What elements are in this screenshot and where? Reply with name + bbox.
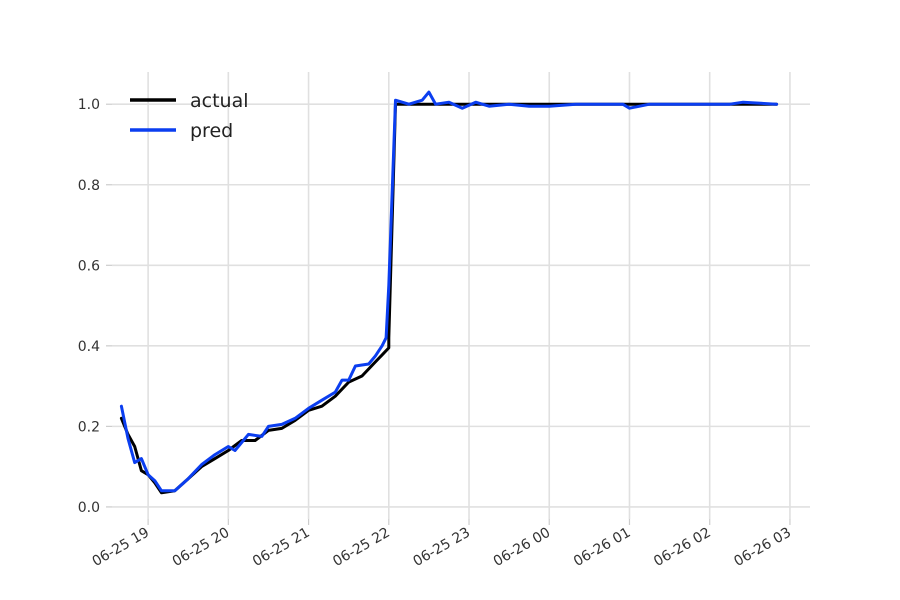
y-tick-label: 0.0 xyxy=(78,500,100,516)
legend: actual pred xyxy=(130,90,249,142)
y-tick-label: 0.2 xyxy=(78,419,100,435)
x-tick-label: 06-26 03 xyxy=(731,525,794,570)
x-tick-label: 06-25 22 xyxy=(330,525,393,570)
y-tick-label: 0.4 xyxy=(78,339,100,355)
series-line-actual xyxy=(119,102,779,495)
x-tick-label: 06-25 19 xyxy=(90,525,153,570)
y-axis-ticks: 0.0 0.2 0.4 0.6 0.8 1.0 xyxy=(78,97,112,516)
x-axis-ticks: 06-25 19 06-25 20 06-25 21 06-25 22 06-25 23… xyxy=(90,519,794,570)
legend-label-pred: pred xyxy=(190,120,233,142)
x-tick-label: 06-26 01 xyxy=(571,525,634,570)
x-tick-label: 06-26 00 xyxy=(491,525,554,570)
y-tick-label: 1.0 xyxy=(78,97,100,113)
x-tick-label: 06-25 20 xyxy=(170,525,233,570)
x-tick-label: 06-25 23 xyxy=(411,525,474,570)
legend-label-actual: actual xyxy=(190,90,249,112)
series-line-pred xyxy=(119,90,779,493)
x-tick-label: 06-26 02 xyxy=(651,525,714,570)
y-tick-label: 0.6 xyxy=(78,258,100,274)
series-lines xyxy=(119,90,779,495)
x-tick-label: 06-25 21 xyxy=(250,525,313,570)
y-tick-label: 0.8 xyxy=(78,178,100,194)
